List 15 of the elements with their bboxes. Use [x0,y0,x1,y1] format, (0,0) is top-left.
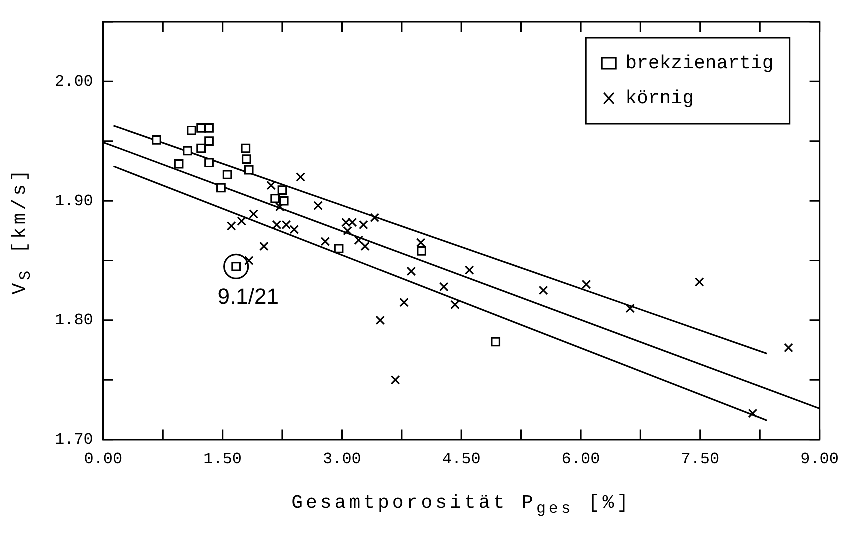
annotation: 9.1/21 [218,284,279,309]
x-tick-label: 4.50 [442,450,481,469]
y-tick-label: 1.80 [55,312,94,330]
x-tick-label: 3.00 [323,450,362,469]
x-tick-label: 1.50 [204,450,242,469]
legend-label: brekzienartig [626,52,774,75]
y-tick-label: 2.00 [55,72,94,91]
x-tick-label: 7.50 [681,450,720,469]
y-tick-label: 1.90 [55,192,94,210]
legend-label: körnig [626,88,694,110]
x-tick-label: 0.00 [84,450,123,469]
x-tick-label: 6.00 [562,450,600,469]
x-axis-title: Gesamtporosität P$_{ges}$ [%] [292,492,632,518]
x-tick-label: 9.00 [800,450,839,469]
y-tick-label: 1.70 [55,431,94,450]
